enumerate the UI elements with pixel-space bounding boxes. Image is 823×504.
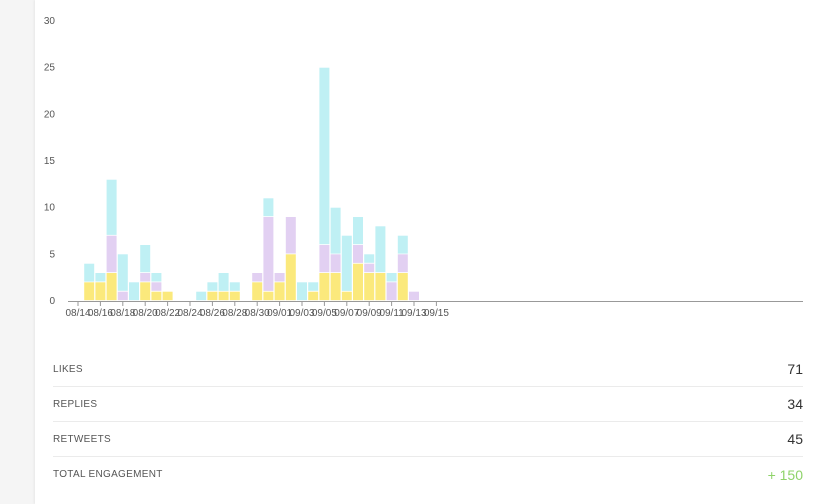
y-tick-label: 0 (49, 296, 55, 307)
bar-segment (140, 273, 151, 282)
bar-segment (397, 235, 408, 254)
bar-segment (341, 291, 352, 301)
bar-segment (106, 235, 117, 273)
x-tick-label: 08/26 (200, 308, 225, 319)
stat-row-replies: REPLIES 34 (53, 387, 803, 422)
bar-segment (353, 217, 363, 245)
replies-label: REPLIES (53, 398, 98, 410)
bar-segment (95, 282, 106, 301)
x-tick-label: 09/09 (357, 308, 382, 319)
bar-segment (218, 291, 229, 301)
x-tick-label: 09/13 (401, 308, 426, 319)
total-engagement-label: TOTAL ENGAGEMENT (53, 469, 163, 480)
stat-row-retweets: RETWEETS 45 (53, 422, 803, 457)
engagement-chart: 05101520253008/1408/1608/1808/2008/2208/… (44, 16, 803, 319)
bar-segment (252, 273, 263, 282)
bar-segment (353, 263, 363, 301)
bar-segment (196, 291, 207, 301)
bar-segment (151, 273, 162, 282)
bar-segment (319, 273, 330, 301)
bar-segment (151, 282, 162, 291)
x-tick-label: 09/15 (424, 308, 449, 319)
bar-segment (353, 245, 363, 263)
total-engagement-value: + 150 (767, 466, 803, 483)
x-tick-label: 09/01 (267, 308, 292, 319)
engagement-card (35, 0, 823, 504)
x-tick-label: 08/20 (133, 308, 158, 319)
y-tick-label: 10 (44, 203, 56, 214)
bar-segment (218, 273, 229, 291)
bar-segment (140, 245, 151, 273)
x-tick-label: 09/03 (289, 308, 314, 319)
x-tick-label: 08/30 (245, 308, 270, 319)
bar-segment (263, 198, 274, 217)
y-tick-label: 30 (44, 16, 56, 27)
x-tick-label: 08/16 (88, 308, 113, 319)
bar-segment (308, 282, 319, 291)
bar-segment (117, 254, 128, 291)
bar-segment (375, 226, 386, 273)
retweets-label: RETWEETS (53, 433, 111, 445)
y-tick-label: 15 (44, 156, 56, 167)
bar-segment (207, 291, 218, 301)
bar-segment (106, 179, 117, 235)
bar-segment (364, 263, 375, 273)
bar-segment (263, 291, 274, 301)
y-tick-label: 25 (44, 63, 56, 74)
bar-segment (162, 291, 173, 301)
bar-segment (330, 207, 341, 254)
bar-segment (151, 291, 162, 301)
bar-segment (341, 235, 352, 291)
bar-segment (274, 282, 285, 301)
x-tick-label: 08/14 (65, 308, 90, 319)
x-tick-label: 09/05 (312, 308, 337, 319)
bar-segment (308, 291, 319, 301)
bar-segment (397, 254, 408, 273)
bar-segment (106, 273, 117, 301)
bar-segment (84, 282, 95, 301)
bar-segment (207, 282, 218, 291)
y-tick-label: 20 (44, 109, 56, 120)
bar-segment (319, 67, 330, 245)
bar-segment (129, 282, 139, 301)
bar-segment (330, 254, 341, 273)
replies-value: 34 (787, 396, 803, 412)
bar-segment (229, 291, 240, 301)
bar-segment (364, 254, 375, 263)
x-tick-label: 09/11 (379, 308, 404, 319)
bar-segment (319, 245, 330, 273)
bar-segment (375, 273, 386, 301)
bar-segment (274, 273, 285, 282)
y-tick-label: 5 (49, 249, 55, 260)
bar-segment (386, 282, 397, 301)
stat-row-likes: LIKES 71 (53, 352, 803, 387)
bar-segment (285, 217, 296, 254)
x-tick-label: 08/22 (155, 308, 180, 319)
bar-segment (95, 273, 106, 282)
bar-segment (386, 273, 397, 282)
bar-segment (364, 273, 375, 301)
x-tick-label: 08/28 (222, 308, 247, 319)
bar-segment (285, 254, 296, 301)
bar-segment (252, 282, 263, 301)
bar-segment (409, 291, 419, 301)
bar-segment (117, 291, 128, 301)
bar-segment (263, 217, 274, 291)
x-tick-label: 08/24 (177, 308, 202, 319)
bar-segment (140, 282, 151, 301)
likes-label: LIKES (53, 363, 83, 375)
bar-segment (229, 282, 240, 291)
bar-segment (330, 273, 341, 301)
retweets-value: 45 (787, 431, 803, 447)
x-tick-label: 09/07 (334, 308, 359, 319)
bar-segment (297, 282, 307, 301)
x-tick-label: 08/18 (110, 308, 135, 319)
engagement-stats: LIKES 71 REPLIES 34 RETWEETS 45 TOTAL EN… (53, 352, 803, 492)
stat-row-total-engagement: TOTAL ENGAGEMENT + 150 (53, 457, 803, 492)
likes-value: 71 (787, 361, 803, 377)
bar-segment (397, 273, 408, 301)
bar-segment (84, 263, 95, 282)
